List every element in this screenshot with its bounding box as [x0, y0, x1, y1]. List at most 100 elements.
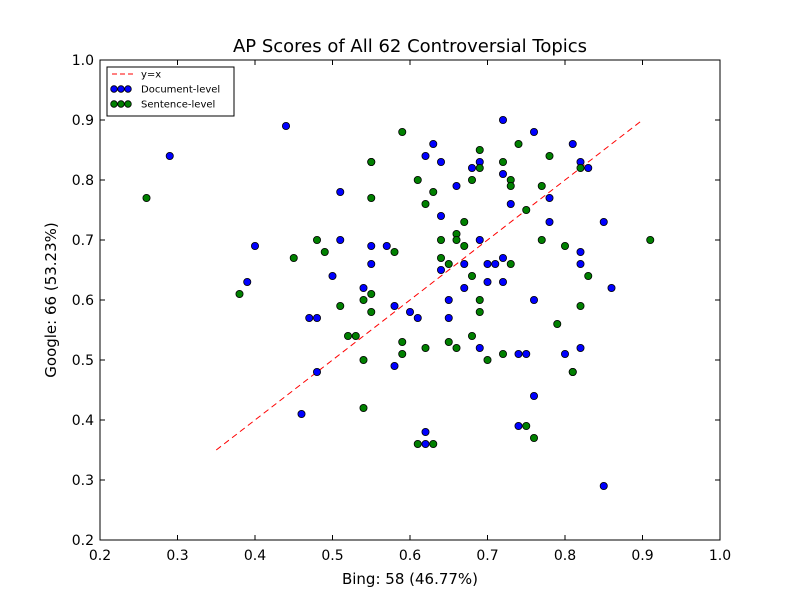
- scatter-point: [460, 241, 469, 250]
- scatter-point: [460, 283, 469, 292]
- scatter-point: [498, 277, 507, 286]
- scatter-point: [421, 343, 430, 352]
- chart-title: AP Scores of All 62 Controversial Topics: [233, 36, 587, 57]
- scatter-point: [297, 409, 306, 418]
- scatter-point: [367, 193, 376, 202]
- scatter-point: [367, 241, 376, 250]
- scatter-point: [336, 187, 345, 196]
- scatter-point: [475, 145, 484, 154]
- legend-label-series: Sentence-level: [141, 100, 215, 111]
- scatter-point: [514, 349, 523, 358]
- scatter-point: [568, 139, 577, 148]
- y-tick-label: 0.3: [72, 473, 94, 489]
- scatter-point: [421, 427, 430, 436]
- y-tick-label: 0.2: [72, 533, 94, 549]
- legend-swatch-marker: [117, 100, 125, 108]
- scatter-point: [530, 295, 539, 304]
- scatter-point: [545, 151, 554, 160]
- x-tick-label: 1.0: [709, 548, 731, 564]
- scatter-point: [351, 331, 360, 340]
- scatter-point: [467, 163, 476, 172]
- scatter-point: [553, 319, 562, 328]
- scatter-point: [475, 163, 484, 172]
- scatter-point: [398, 127, 407, 136]
- scatter-point: [320, 247, 329, 256]
- scatter-point: [514, 421, 523, 430]
- scatter-point: [382, 241, 391, 250]
- x-tick-label: 0.6: [399, 548, 421, 564]
- scatter-point: [545, 193, 554, 202]
- scatter-point: [235, 289, 244, 298]
- scatter-point: [429, 187, 438, 196]
- scatter-point: [359, 295, 368, 304]
- scatter-point: [405, 307, 414, 316]
- x-tick-label: 0.4: [244, 548, 266, 564]
- scatter-point: [537, 181, 546, 190]
- scatter-point: [367, 259, 376, 268]
- scatter-point: [312, 235, 321, 244]
- scatter-point: [413, 313, 422, 322]
- scatter-point: [436, 265, 445, 274]
- y-tick-label: 0.4: [72, 413, 94, 429]
- series-document-level: [165, 116, 616, 490]
- scatter-point: [452, 343, 461, 352]
- scatter-point: [607, 283, 616, 292]
- scatter-point: [452, 181, 461, 190]
- scatter-point: [467, 271, 476, 280]
- scatter-point: [413, 175, 422, 184]
- scatter-point: [576, 247, 585, 256]
- scatter-point: [359, 283, 368, 292]
- legend-swatch-marker: [117, 85, 125, 93]
- legend-swatch-marker: [124, 100, 132, 108]
- scatter-point: [367, 157, 376, 166]
- scatter-point: [530, 433, 539, 442]
- scatter-point: [289, 253, 298, 262]
- scatter-point: [475, 235, 484, 244]
- scatter-point: [444, 313, 453, 322]
- scatter-point: [436, 211, 445, 220]
- x-tick-label: 0.2: [89, 548, 111, 564]
- scatter-point: [312, 367, 321, 376]
- scatter-point: [243, 277, 252, 286]
- scatter-point: [452, 235, 461, 244]
- legend-swatch-marker: [110, 100, 118, 108]
- scatter-point: [576, 259, 585, 268]
- scatter-point: [646, 235, 655, 244]
- scatter-point: [530, 391, 539, 400]
- scatter-point: [506, 259, 515, 268]
- scatter-point: [475, 295, 484, 304]
- scatter-point: [359, 403, 368, 412]
- scatter-point: [576, 343, 585, 352]
- legend-swatch-marker: [110, 85, 118, 93]
- y-tick-label: 0.5: [72, 353, 94, 369]
- scatter-point: [367, 289, 376, 298]
- scatter-point: [429, 439, 438, 448]
- scatter-point: [421, 199, 430, 208]
- scatter-point: [599, 481, 608, 490]
- scatter-point: [390, 247, 399, 256]
- scatter-point: [343, 331, 352, 340]
- scatter-point: [483, 355, 492, 364]
- scatter-point: [467, 331, 476, 340]
- y-axis-label: Google: 66 (53.23%): [42, 222, 60, 377]
- scatter-point: [436, 157, 445, 166]
- scatter-point: [498, 169, 507, 178]
- scatter-point: [475, 307, 484, 316]
- scatter-point: [165, 151, 174, 160]
- scatter-point: [561, 241, 570, 250]
- x-tick-label: 0.3: [166, 548, 188, 564]
- scatter-point: [568, 367, 577, 376]
- legend: y=x Document-level Sentence-level: [106, 66, 235, 117]
- scatter-point: [498, 157, 507, 166]
- scatter-point: [398, 337, 407, 346]
- scatter-point: [359, 355, 368, 364]
- scatter-point: [584, 271, 593, 280]
- scatter-point: [367, 307, 376, 316]
- scatter-point: [250, 241, 259, 250]
- y-tick-label: 0.6: [72, 293, 94, 309]
- scatter-point: [336, 301, 345, 310]
- scatter-point: [312, 313, 321, 322]
- scatter-point: [576, 301, 585, 310]
- scatter-point: [436, 253, 445, 262]
